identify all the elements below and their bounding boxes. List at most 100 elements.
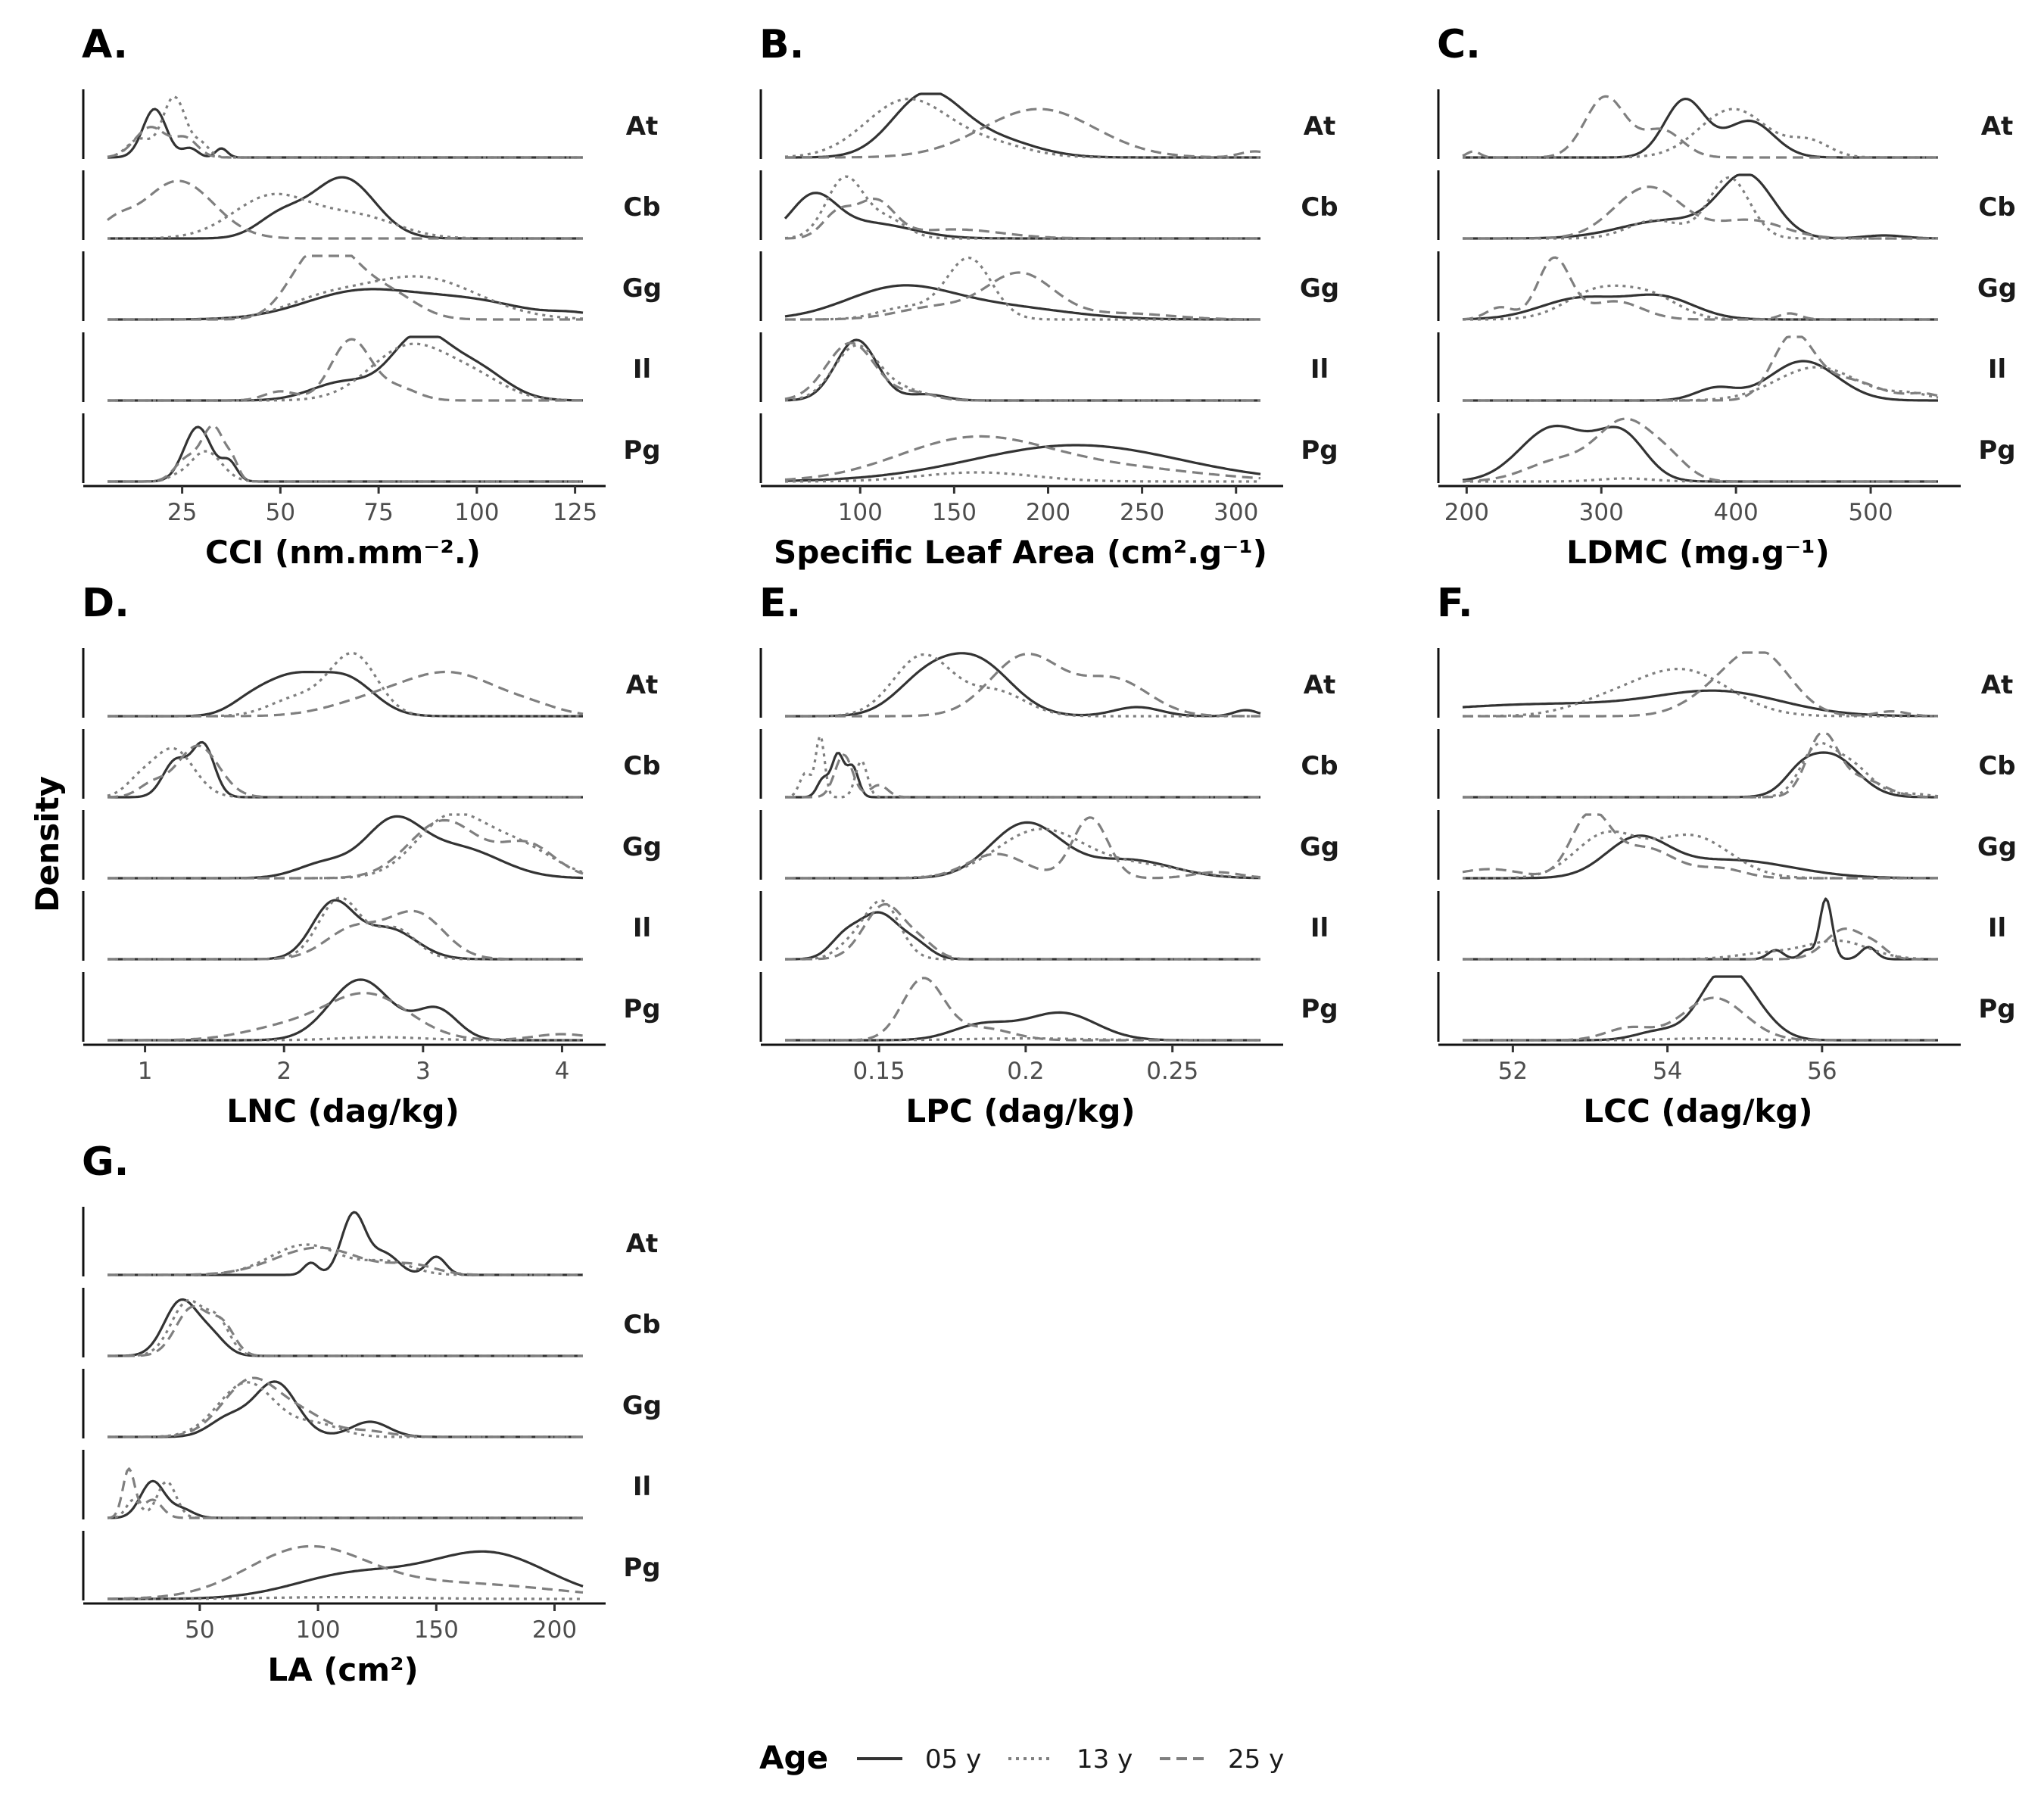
density-g-gg-25-y bbox=[107, 1376, 583, 1438]
density-d-il-25-y bbox=[107, 909, 583, 961]
density-b-il-25-y bbox=[784, 341, 1260, 402]
x-axis-label-b: Specific Leaf Area (cm².g⁻¹) bbox=[774, 534, 1267, 571]
density-g-at-13-y bbox=[107, 1243, 583, 1276]
x-tick-label-c-200: 200 bbox=[1444, 499, 1489, 526]
facet-label-gg: Gg bbox=[1300, 273, 1339, 304]
density-a-at-25-y bbox=[107, 126, 583, 159]
x-tick-label-f-54: 54 bbox=[1653, 1058, 1682, 1085]
x-tick-label-g-50: 50 bbox=[185, 1616, 214, 1644]
density-a-at-05-y bbox=[107, 108, 583, 159]
density-c-cb-25-y bbox=[1463, 185, 1938, 240]
density-e-il-05-y bbox=[785, 911, 1260, 961]
density-f-at-25-y bbox=[1463, 651, 1938, 718]
density-d-pg-25-y bbox=[107, 992, 584, 1042]
density-c-pg-13-y bbox=[1463, 477, 1938, 483]
density-a-gg-05-y bbox=[107, 288, 584, 321]
facet-label-at: At bbox=[626, 111, 659, 142]
facet-label-cb: Cb bbox=[623, 751, 660, 781]
x-tick-label-a-75: 75 bbox=[363, 499, 393, 526]
x-tick-label-b-300: 300 bbox=[1214, 499, 1258, 526]
density-d-cb-05-y bbox=[107, 740, 583, 799]
density-c-at-25-y bbox=[1462, 95, 1938, 159]
facet-label-il: Il bbox=[633, 354, 651, 385]
facet-label-at: At bbox=[1981, 670, 2014, 700]
density-f-cb-13-y bbox=[1463, 741, 1939, 799]
x-tick-label-d-2: 2 bbox=[276, 1058, 291, 1085]
x-tick-label-d-3: 3 bbox=[416, 1058, 431, 1085]
x-axis-label-f: LCC (dag/kg) bbox=[1583, 1092, 1812, 1130]
density-a-il-25-y bbox=[107, 338, 583, 402]
density-g-at-05-y bbox=[107, 1211, 583, 1276]
facet-label-at: At bbox=[626, 1229, 659, 1259]
x-tick-label-e-0-2: 0.2 bbox=[1007, 1058, 1044, 1085]
panel-tag-f: F. bbox=[1437, 581, 1473, 626]
density-a-il-13-y bbox=[107, 342, 583, 402]
density-d-gg-05-y bbox=[107, 815, 584, 880]
density-d-il-05-y bbox=[107, 899, 583, 961]
density-e-cb-13-y bbox=[784, 734, 1260, 799]
density-f-at-13-y bbox=[1463, 668, 1938, 718]
facet-label-gg: Gg bbox=[622, 273, 662, 304]
x-tick-label-a-125: 125 bbox=[553, 499, 597, 526]
y-axis-label: Density bbox=[29, 776, 66, 912]
facet-label-at: At bbox=[1981, 111, 2014, 142]
density-f-gg-05-y bbox=[1463, 834, 1938, 880]
legend-label-13y: 13 y bbox=[1077, 1744, 1133, 1775]
density-d-pg-05-y bbox=[107, 978, 583, 1042]
density-d-pg-13-y bbox=[107, 1036, 583, 1042]
x-tick-label-e-0-15: 0.15 bbox=[853, 1058, 905, 1085]
legend-item-25y: 25 y bbox=[1160, 1744, 1284, 1775]
facet-label-il: Il bbox=[1310, 354, 1329, 385]
x-tick-label-a-25: 25 bbox=[167, 499, 197, 526]
x-tick-label-g-100: 100 bbox=[295, 1616, 340, 1644]
facet-label-pg: Pg bbox=[623, 1553, 660, 1583]
x-axis-label-d: LNC (dag/kg) bbox=[226, 1092, 460, 1130]
density-g-il-05-y bbox=[107, 1479, 583, 1519]
density-b-cb-13-y bbox=[784, 175, 1260, 240]
density-d-gg-25-y bbox=[107, 818, 584, 880]
density-g-pg-05-y bbox=[107, 1550, 584, 1600]
density-a-cb-05-y bbox=[107, 176, 583, 240]
x-tick-label-c-400: 400 bbox=[1714, 499, 1759, 526]
panel-e: E. At Cb Gg Il Pg 0.15 0.2 0.25 LPC (dag/kg) bbox=[759, 581, 1339, 1130]
facet-label-cb: Cb bbox=[1978, 192, 2015, 223]
facet-label-at: At bbox=[1304, 111, 1336, 142]
panel-b: B. At Cb Gg Il Pg 100 150 200 250 300 Specific Leaf… bbox=[759, 22, 1339, 571]
legend-label-25y: 25 y bbox=[1228, 1744, 1284, 1775]
facet-label-pg: Pg bbox=[1978, 994, 2015, 1024]
x-tick-label-b-250: 250 bbox=[1120, 499, 1164, 526]
density-d-at-25-y bbox=[107, 670, 584, 718]
x-axis-label-a: CCI (nm.mm⁻².) bbox=[205, 534, 481, 571]
density-e-cb-25-y bbox=[785, 753, 1260, 799]
density-g-at-25-y bbox=[107, 1246, 583, 1276]
density-b-gg-13-y bbox=[785, 256, 1260, 321]
facet-label-gg: Gg bbox=[1977, 832, 2017, 862]
facet-label-pg: Pg bbox=[1301, 435, 1338, 466]
density-a-cb-13-y bbox=[107, 192, 583, 240]
density-g-cb-13-y bbox=[107, 1298, 583, 1357]
density-g-il-13-y bbox=[107, 1480, 583, 1519]
density-c-il-05-y bbox=[1463, 360, 1938, 402]
x-tick-label-a-50: 50 bbox=[266, 499, 295, 526]
density-f-il-25-y bbox=[1463, 927, 1938, 961]
density-a-gg-13-y bbox=[107, 275, 584, 321]
density-c-at-05-y bbox=[1463, 98, 1938, 159]
density-d-cb-13-y bbox=[107, 746, 583, 799]
density-e-gg-25-y bbox=[785, 816, 1261, 880]
density-b-il-05-y bbox=[784, 338, 1260, 402]
x-tick-label-a-100: 100 bbox=[454, 499, 499, 526]
density-f-at-05-y bbox=[1462, 689, 1938, 718]
x-tick-label-b-150: 150 bbox=[932, 499, 977, 526]
facet-label-il: Il bbox=[1310, 913, 1329, 943]
panel-tag-b: B. bbox=[759, 22, 804, 67]
density-b-cb-25-y bbox=[785, 198, 1260, 240]
density-f-cb-25-y bbox=[1463, 732, 1938, 799]
x-tick-label-g-150: 150 bbox=[414, 1616, 459, 1644]
x-tick-label-c-500: 500 bbox=[1848, 499, 1893, 526]
legend-item-13y: 13 y bbox=[1008, 1744, 1133, 1775]
facet-label-at: At bbox=[1304, 670, 1336, 700]
density-e-il-25-y bbox=[785, 902, 1260, 961]
density-b-gg-05-y bbox=[784, 284, 1260, 321]
x-tick-label-c-300: 300 bbox=[1579, 499, 1624, 526]
